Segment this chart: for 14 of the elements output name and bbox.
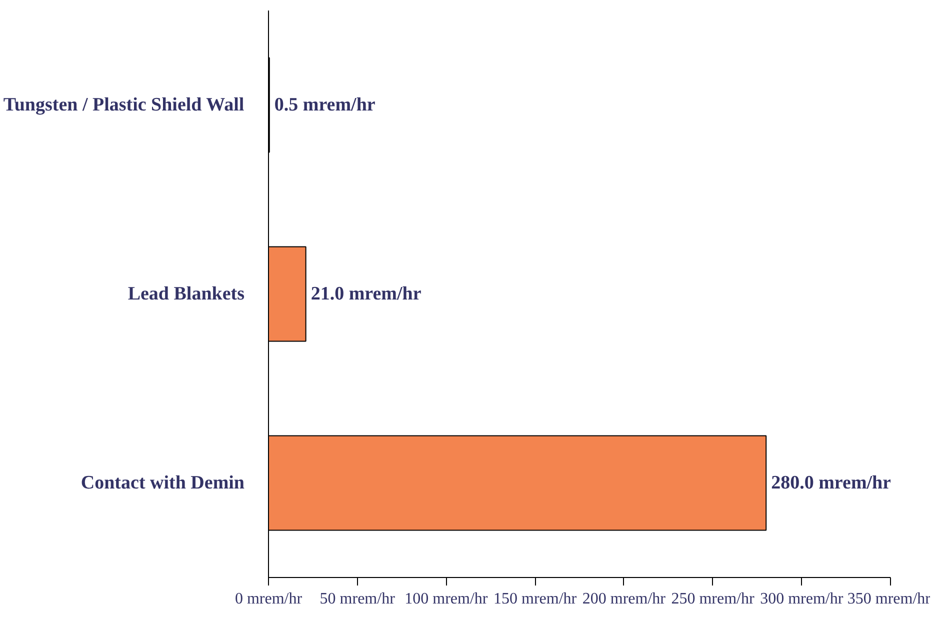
x-tick-label: 300 mrem/hr — [760, 590, 844, 608]
data-label: 0.5 mrem/hr — [274, 94, 376, 116]
x-tick-label: 0 mrem/hr — [234, 590, 303, 608]
y-tick-label: Lead Blankets — [128, 284, 245, 304]
x-tick-label: 100 mrem/hr — [404, 590, 488, 608]
x-tick-label: 50 mrem/hr — [320, 590, 396, 608]
data-label: 280.0 mrem/hr — [771, 472, 892, 494]
y-tick-label: Contact with Demin — [80, 472, 245, 494]
x-tick-label: 350 mrem/hr — [847, 590, 932, 608]
x-tick-label: 200 mrem/hr — [582, 590, 666, 608]
y-tick-label: Tungsten / Plastic Shield Wall — [3, 94, 244, 116]
x-tick-label: 250 mrem/hr — [671, 590, 756, 608]
data-label: 21.0 mrem/hr — [310, 284, 422, 304]
x-tick-label: 150 mrem/hr — [494, 590, 578, 608]
